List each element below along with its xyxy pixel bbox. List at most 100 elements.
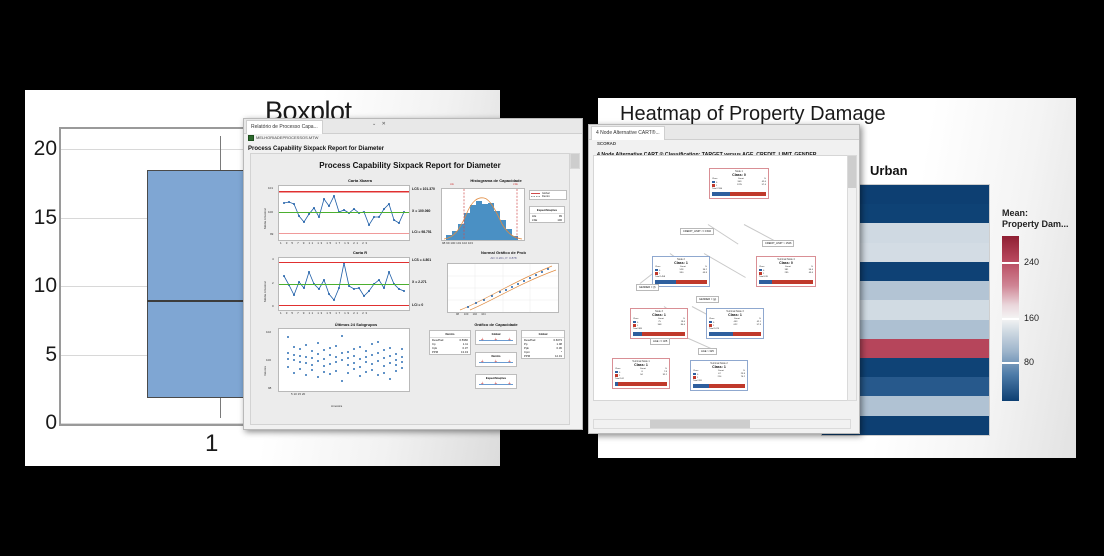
window-tab-strip: Relatório de Processo Capa... ⌄ ✕ xyxy=(244,119,582,134)
overall-row-value: * xyxy=(560,350,562,354)
normal-plot-subtitle: AD: 0.201, P: 0.878 xyxy=(490,256,517,260)
spec-table: Especificações LIE 99 LSE 100 xyxy=(529,206,565,223)
subgroups-scatter xyxy=(287,335,403,382)
node-total: Total 676 xyxy=(759,276,768,279)
last-subgroups-title: Últimos 24 Subgrupos xyxy=(334,322,378,327)
overall-row-label: PPM xyxy=(524,354,531,358)
colorbar-tick-label: 80 xyxy=(1024,357,1035,367)
minitab-window-cart-classification[interactable]: 4 Node Alternative CART®... SCORAD 4 Nod… xyxy=(588,124,860,434)
row-class: 0 xyxy=(697,373,699,376)
heatmap-grid xyxy=(821,184,990,436)
row-class: 0 xyxy=(659,269,661,272)
y-axis-tick-label: 5 xyxy=(45,343,57,366)
normal-prob-plot xyxy=(447,263,559,313)
node-bar xyxy=(615,382,667,387)
cart-split-label: CREDIT_LIMIT <= 1546 xyxy=(680,228,714,235)
heatmap-cell xyxy=(822,204,989,224)
row-pct: 7.8 xyxy=(663,370,667,373)
row-count: 381 xyxy=(784,268,789,271)
node-total: Total 1075 xyxy=(709,328,720,331)
rchart-lcl-annotation: LCI = 0 xyxy=(412,303,424,307)
row-pct: 36.2 xyxy=(702,268,707,271)
normal-plot-x-ticks: 98 100 102 104 xyxy=(456,313,486,316)
node-total: Total 281 xyxy=(693,380,702,383)
within-table-header: Dentro xyxy=(430,331,470,338)
row-class: 1 xyxy=(637,325,639,328)
xbar-chart-title: Carta Xbarra xyxy=(347,178,372,183)
heatmap-cell xyxy=(822,377,989,397)
cart-node-3[interactable]: Node 3 Class: 1 Class Count% 0 75 19.6 1 308… xyxy=(630,308,688,340)
y-axis-tick-label: 20 xyxy=(33,137,57,160)
report-collapse-button[interactable] xyxy=(570,153,580,169)
row-pct: 80.4 xyxy=(680,324,685,327)
legend-title-line1: Mean: xyxy=(1002,208,1029,218)
cart-node-root[interactable]: Node 1 Class: 0 Class Count% 0 909 42.6 1 12… xyxy=(709,168,769,200)
node-id: Node 3 xyxy=(655,310,663,313)
histogram-legend: Global Dentro xyxy=(529,190,567,200)
heatmap-cell xyxy=(822,242,989,262)
heatmap-cell xyxy=(822,300,989,320)
subgroups-y-tick: 98 xyxy=(268,386,272,390)
cart-node-terminal-3[interactable]: Terminal Node 3 Class: 1 Class Count% 0 45… xyxy=(706,308,764,340)
overall-row-label: Pp xyxy=(524,342,528,346)
heatmap-cell xyxy=(822,319,989,339)
scrollbar-horizontal[interactable] xyxy=(593,419,851,429)
minitab-window-sixpack-report[interactable]: Relatório de Processo Capa... ⌄ ✕ MELHOR… xyxy=(243,118,583,430)
rchart-ucl-annotation: LCS = 4.801 xyxy=(412,258,432,262)
cart-node-terminal-4[interactable]: Terminal Node 4 Class: 0 Class Count% 0 38… xyxy=(756,256,816,288)
overall-row-label: Ppk xyxy=(524,346,529,350)
rchart-y-tick: 2 xyxy=(272,281,274,285)
capability-mini-global: Global + + + xyxy=(475,330,517,345)
within-row-value: 1.11 xyxy=(462,342,468,346)
subgroups-x-axis-label: Amostra xyxy=(331,404,343,408)
row-count: 909 xyxy=(737,180,742,183)
legend-item-label: Global xyxy=(542,192,550,195)
last-subgroups-chart xyxy=(278,328,410,392)
boxplot-whisker-upper xyxy=(220,136,221,170)
heatmap-cell xyxy=(822,338,989,358)
row-count: 75 xyxy=(658,320,661,323)
node-id: Terminal Node 3 xyxy=(726,310,744,313)
node-class: Class: 1 xyxy=(728,313,742,317)
histogram-bars xyxy=(443,189,523,240)
xbar-y-tick: 99 xyxy=(270,232,274,236)
normal-plot-title: Normal Gráfico de Prob xyxy=(481,250,526,255)
mini-chart-header: Especificações xyxy=(485,376,507,380)
cart-node-2[interactable]: Node 2 Class: 1 Class Count% 0 528 36.2 1 93… xyxy=(652,256,710,288)
row-class: 1 xyxy=(697,377,699,380)
node-total: Total 2134 xyxy=(712,188,723,191)
row-pct: 92.2 xyxy=(662,374,667,377)
spec-row-label: LSE xyxy=(532,218,538,222)
histogram-lsl-marker: LIE xyxy=(450,183,454,186)
within-row-value: 0.37 xyxy=(462,346,468,350)
rchart-y-axis-label: Média Amostral xyxy=(263,281,267,302)
xbar-y-tick: 100 xyxy=(268,210,274,214)
report-canvas: Process Capability Sixpack Report for Di… xyxy=(250,153,570,425)
window-tab-strip: 4 Node Alternative CART®... xyxy=(589,125,859,140)
row-pct: 42.6 xyxy=(761,180,766,183)
heatmap-title: Heatmap of Property Damage xyxy=(620,103,886,125)
spec-row-label: LIE xyxy=(532,214,537,218)
histogram-x-ticks: 98 99 100 101 102 103 xyxy=(442,241,473,245)
overall-row-label: Cpm xyxy=(524,350,530,354)
cart-split-label: AGE > 325 xyxy=(698,348,717,355)
within-row-label: Cp xyxy=(432,342,436,346)
row-count: 622 xyxy=(733,324,738,327)
xbar-lcl-annotation: LCI = 98.751 xyxy=(412,230,432,234)
capability-overall-table: Global DesvPad 0.6073 Pp 1.08 Ppk 0.36 Cpm *… xyxy=(521,330,565,359)
worksheet-row: MELHORIADEPROCESSOS.MTW xyxy=(244,134,582,144)
histogram-title: Histograma de Capacidade xyxy=(470,178,522,183)
chevron-down-icon[interactable]: ⌄ ✕ xyxy=(372,121,388,127)
cart-node-terminal-2[interactable]: Terminal Node 2 Class: 1 Class Count% 0 67… xyxy=(690,360,748,392)
worksheet-icon xyxy=(248,135,254,141)
node-bar xyxy=(709,332,761,337)
histogram-chart xyxy=(441,188,525,241)
node-class: Class: 0 xyxy=(779,261,793,265)
row-count: 214 xyxy=(717,376,722,379)
tab-cart-classification[interactable]: 4 Node Alternative CART®... xyxy=(591,126,665,140)
row-pct: 56.4 xyxy=(808,268,813,271)
scrollbar-vertical[interactable] xyxy=(847,155,857,401)
row-count: 308 xyxy=(657,324,662,327)
tab-sixpack-report[interactable]: Relatório de Processo Capa... xyxy=(246,120,323,134)
